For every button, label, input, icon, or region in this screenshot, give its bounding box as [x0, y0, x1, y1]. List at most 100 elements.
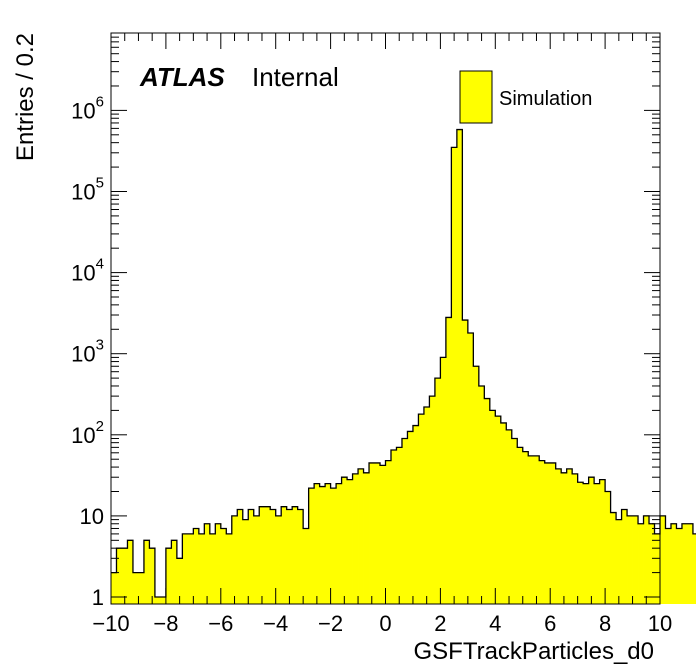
- histogram-bin: [303, 528, 310, 604]
- histogram-bin: [363, 472, 370, 604]
- histogram-bin: [566, 468, 573, 604]
- histogram-bin: [275, 515, 282, 604]
- histogram-bin: [528, 455, 535, 604]
- histogram-bin: [171, 540, 178, 604]
- y-tick-label: 1: [92, 585, 104, 610]
- histogram-bin: [248, 509, 255, 604]
- histogram-bin: [533, 455, 540, 604]
- x-tick-label: 4: [489, 611, 501, 636]
- histogram-bin: [143, 540, 150, 604]
- histogram-bin: [369, 462, 375, 604]
- histogram-bin: [627, 515, 633, 604]
- histogram-bin: [610, 512, 617, 604]
- histogram-bin: [462, 320, 469, 604]
- histogram-bin: [231, 515, 238, 604]
- histogram-bin: [489, 410, 496, 604]
- histogram-bin: [396, 447, 403, 604]
- histogram-bin: [621, 509, 628, 604]
- histogram-bin: [116, 548, 123, 604]
- histogram-bin: [292, 506, 299, 604]
- x-tick-label: −6: [208, 611, 233, 636]
- histogram-bin: [160, 597, 167, 604]
- histogram-bin: [588, 477, 595, 604]
- histogram-bin: [308, 488, 315, 604]
- histogram-bin: [517, 447, 524, 604]
- histogram-bin: [456, 129, 463, 604]
- x-axis-label: GSFTrackParticles_d0: [413, 638, 654, 665]
- legend-swatch: [459, 70, 493, 124]
- histogram-bin: [154, 597, 161, 604]
- histogram-bin: [429, 396, 436, 604]
- histogram-bin: [281, 506, 288, 604]
- histogram-bin: [550, 462, 557, 604]
- histogram-bin: [193, 528, 200, 604]
- histogram-bin: [176, 558, 183, 604]
- histogram-bin: [138, 572, 145, 604]
- histogram-bin: [297, 509, 304, 604]
- histogram-bin: [681, 523, 688, 604]
- histogram-bin: [390, 449, 397, 604]
- y-axis-ticks: [111, 32, 660, 598]
- histogram-bin: [215, 523, 222, 604]
- histogram-bin: [605, 491, 611, 604]
- x-tick-label: −10: [92, 611, 129, 636]
- histogram-bin: [555, 468, 562, 604]
- histogram-bin: [385, 460, 392, 604]
- histogram-bin: [226, 533, 233, 604]
- histogram-bin: [401, 438, 408, 604]
- histogram-bin: [412, 425, 419, 604]
- y-tick-label: 103: [71, 337, 104, 367]
- histogram-bin: [264, 506, 271, 604]
- histogram-bin: [270, 509, 277, 604]
- histogram-bars: [111, 129, 696, 604]
- y-tick-label: 106: [71, 93, 104, 123]
- histogram-bin: [111, 572, 117, 604]
- histogram-bin: [127, 540, 134, 604]
- histogram-bin: [314, 483, 321, 604]
- x-tick-label: 6: [544, 611, 556, 636]
- histogram-bin: [676, 528, 683, 604]
- histogram-bin: [544, 462, 551, 604]
- histogram-bin: [692, 533, 696, 604]
- y-tick-label: 102: [71, 418, 104, 448]
- histogram-bin: [347, 479, 353, 604]
- histogram-bin: [253, 515, 260, 604]
- histogram-bin: [209, 533, 216, 604]
- histogram-bin: [643, 515, 650, 604]
- x-tick-label: −2: [318, 611, 343, 636]
- histogram-bin: [654, 533, 661, 604]
- histogram-bin: [616, 519, 622, 604]
- histogram-bin: [638, 523, 644, 604]
- histogram-bin: [341, 477, 348, 604]
- histogram-bin: [319, 486, 326, 604]
- histogram-bin: [380, 465, 386, 604]
- x-tick-label: −8: [153, 611, 178, 636]
- histogram-bin: [478, 385, 485, 604]
- histogram-bin: [407, 431, 414, 604]
- y-tick-label: 10: [80, 504, 104, 529]
- x-axis-tick-labels: −10 −8 −6 −4 −2 0 2 4 6 8 10: [92, 611, 672, 636]
- x-tick-label: 8: [599, 611, 611, 636]
- y-axis-label: Entries / 0.2: [12, 33, 39, 161]
- histogram-bin: [539, 460, 546, 604]
- histogram-bin: [561, 472, 568, 604]
- atlas-label: ATLAS: [139, 62, 225, 92]
- x-tick-label: 0: [379, 611, 391, 636]
- histogram-bin: [522, 451, 529, 604]
- x-tick-label: 2: [434, 611, 446, 636]
- histogram-bin: [237, 509, 244, 604]
- histogram-bin: [259, 506, 266, 604]
- histogram-bin: [599, 479, 606, 604]
- histogram-bin: [511, 438, 518, 604]
- histogram-bin: [594, 483, 601, 604]
- histogram-bin: [165, 548, 172, 604]
- y-tick-label: 104: [71, 256, 104, 286]
- histogram-bin: [572, 473, 579, 604]
- histogram-bin: [330, 488, 337, 604]
- histogram-bin: [649, 523, 655, 604]
- histogram-bin: [418, 414, 425, 604]
- histogram-bin: [187, 533, 194, 604]
- histogram-bin: [484, 398, 491, 604]
- histogram-bin: [445, 317, 452, 604]
- histogram-bin: [286, 509, 293, 604]
